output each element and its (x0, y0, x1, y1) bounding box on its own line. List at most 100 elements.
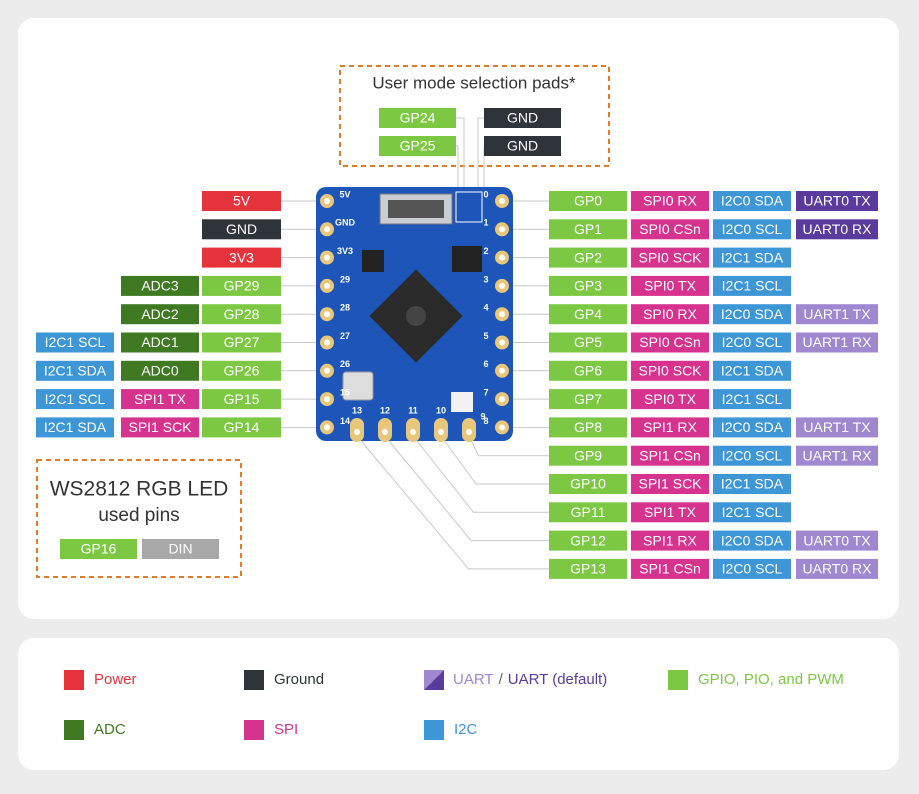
silk-label: 3 (483, 274, 488, 284)
pad-hole (499, 367, 505, 374)
pin-label-bg (631, 530, 709, 551)
pin-label: SPI0 RX (643, 193, 697, 209)
pin-label: GP12 (570, 532, 606, 548)
pin-label-bg (549, 191, 627, 211)
pad-hole (324, 367, 330, 374)
pad-hole (499, 396, 505, 403)
pin-label-bg (36, 389, 114, 410)
pin-label: SPI0 CSn (639, 221, 700, 237)
pin-label: UART0 RX (803, 561, 873, 577)
pin-label-bg (549, 417, 627, 438)
pin-label-bg (713, 389, 791, 410)
pin-label-bg (549, 530, 627, 551)
pin-label: SPI1 SCK (128, 419, 192, 435)
pin-label-bg (549, 474, 627, 494)
silk-label: 5V (339, 189, 350, 199)
pin-label: GP1 (574, 221, 602, 237)
pad-hole (499, 311, 505, 318)
silk-label: 5 (483, 331, 488, 341)
pin-label-bg (36, 417, 114, 438)
pin-label-bg (796, 417, 878, 438)
pin-label-bg (549, 247, 627, 268)
pin-label-bg (36, 332, 114, 353)
pin-label-bg (549, 304, 627, 325)
rgb-led (451, 392, 473, 412)
pin-label-bg (631, 360, 709, 381)
pin-label: SPI0 RX (643, 306, 697, 322)
pin-label: GP11 (571, 504, 606, 520)
board (316, 187, 513, 441)
pin-label-bg (202, 219, 281, 240)
pad-hole (438, 429, 444, 435)
pin-label: I2C1 SCL (45, 334, 106, 350)
pad-hole (499, 282, 505, 289)
legend-swatch (64, 670, 84, 690)
pin-label: SPI0 SCK (638, 363, 702, 379)
pin-label: UART0 TX (803, 193, 871, 209)
pin-label-bg (631, 219, 709, 240)
pin-label-bg (484, 136, 561, 156)
pad-hole (499, 424, 505, 431)
pin-label-bg (713, 304, 791, 325)
pin-label-bg (36, 360, 114, 381)
silk-label: 7 (483, 387, 488, 397)
pad-hole (324, 396, 330, 403)
pin-label: I2C1 SDA (44, 419, 107, 435)
silk-label: 12 (380, 405, 390, 415)
legend-label-part: / (499, 671, 504, 688)
pad-hole (499, 339, 505, 346)
pin-label: ADC3 (141, 278, 179, 294)
pin-label: GND (507, 110, 538, 126)
silk-label: 6 (483, 359, 488, 369)
pin-label-bg (631, 445, 709, 466)
pin-label-bg (121, 360, 199, 381)
pad-hole (466, 429, 472, 435)
pin-label-bg (379, 136, 456, 156)
led-box (36, 459, 242, 578)
silk-label: 29 (340, 274, 350, 284)
pin-label: I2C1 SCL (45, 391, 106, 407)
pin-label-bg (713, 247, 791, 268)
button (342, 371, 374, 401)
pin-label: I2C0 SDA (721, 419, 784, 435)
pin-label-bg (713, 275, 791, 296)
pin-label: SPI0 SCK (638, 249, 702, 265)
regulator (362, 250, 384, 272)
silk-label: 3V3 (337, 246, 353, 256)
pin-label: SPI0 CSn (639, 334, 700, 350)
led-title: WS2812 RGB LED (50, 478, 229, 501)
leader (440, 435, 549, 485)
legend-label: I2C (454, 721, 478, 738)
pin-label-bg (631, 389, 709, 410)
pin-label-bg (713, 332, 791, 353)
pin-label-bg (549, 219, 627, 240)
pin-label: GP5 (574, 334, 602, 350)
pin-label: I2C1 SDA (721, 363, 784, 379)
pin-label: UART1 RX (803, 447, 873, 463)
pin-label: I2C1 SCL (722, 391, 783, 407)
legend-label: UART / UART (default) (453, 671, 607, 688)
pin-label: UART0 RX (803, 221, 873, 237)
pin-label: GP14 (224, 419, 260, 435)
pin-label-bg (549, 389, 627, 410)
led-subtitle: used pins (98, 505, 179, 526)
pin-label: I2C1 SCL (722, 504, 783, 520)
pin-label: GP4 (574, 306, 602, 322)
pin-label-bg (484, 108, 561, 128)
pin-label-bg (713, 474, 791, 494)
pin-label-bg (379, 108, 456, 128)
pin-label-bg (713, 502, 791, 523)
pin-label-bg (631, 474, 709, 494)
fpc-slot (388, 200, 444, 218)
pin-label: I2C0 SDA (721, 532, 784, 548)
pin-label: GP13 (570, 561, 606, 577)
pin-label: SPI1 TX (134, 391, 187, 407)
pin-label: I2C0 SCL (722, 561, 783, 577)
pad-hole (324, 339, 330, 346)
pin-label: GP2 (574, 249, 602, 265)
pin-label: SPI0 TX (644, 278, 697, 294)
pin-label: GND (226, 221, 257, 237)
pad-hole (324, 226, 330, 233)
pin-label-bg (796, 304, 878, 325)
